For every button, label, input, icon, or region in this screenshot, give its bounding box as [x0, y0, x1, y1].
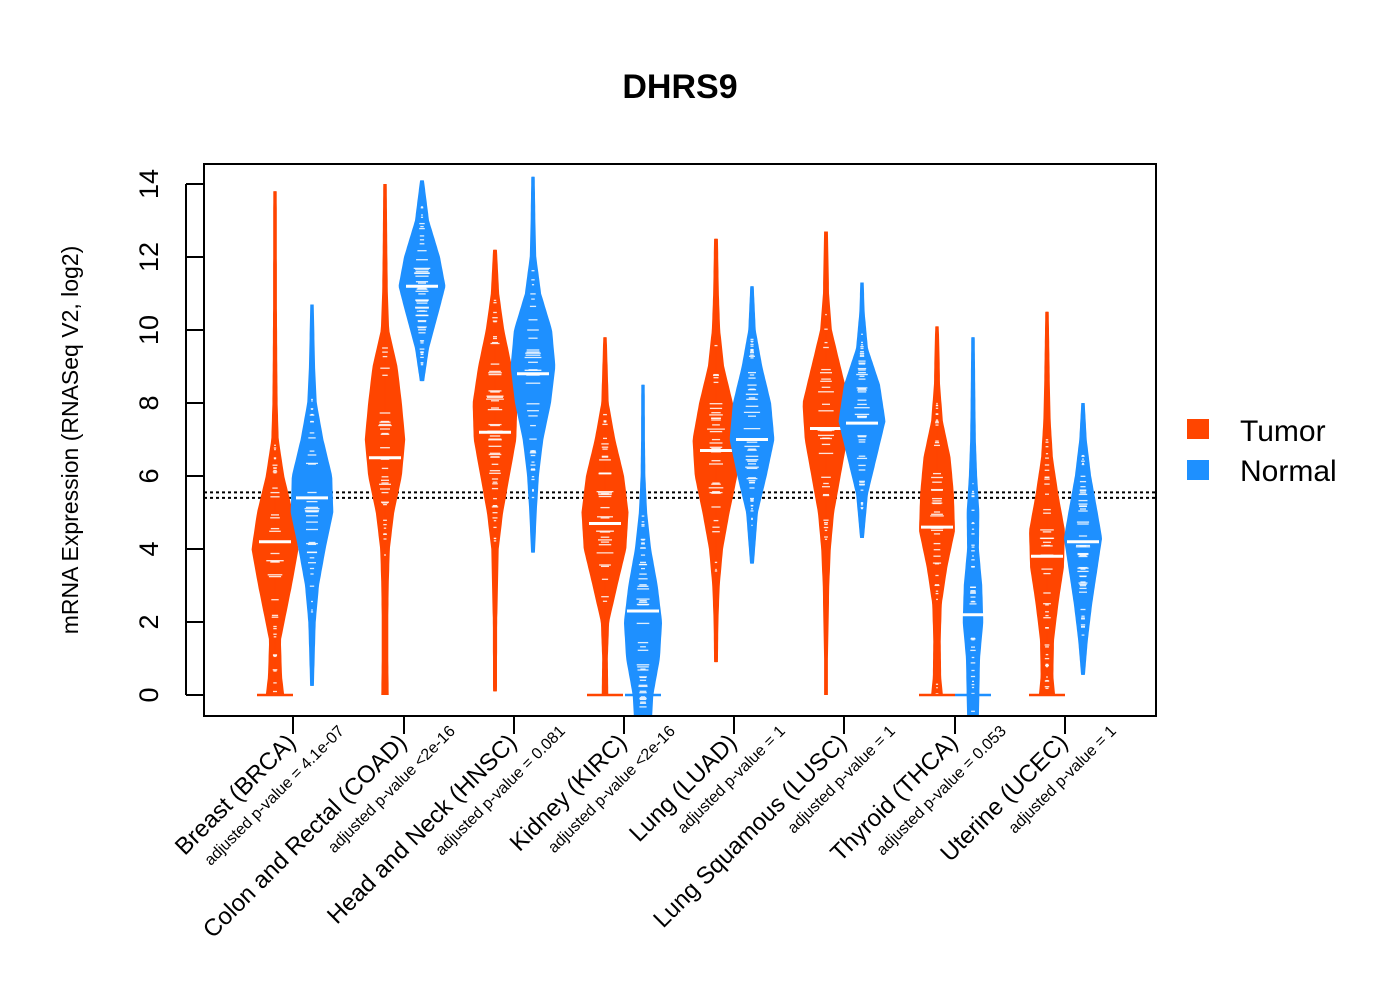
violin-normal-4	[729, 286, 775, 564]
y-tick-label: 12	[134, 242, 164, 272]
y-tick-label: 10	[134, 315, 164, 345]
y-tick-label: 8	[134, 395, 164, 410]
violin-tumor-1	[364, 184, 406, 695]
y-tick-label: 6	[134, 468, 164, 483]
violin-normal-6	[955, 337, 991, 716]
plot-frame	[203, 163, 1157, 717]
y-tick-label: 14	[134, 169, 164, 199]
legend-swatch-tumor	[1187, 419, 1209, 439]
legend-label-tumor: Tumor	[1240, 415, 1326, 448]
plot-area	[204, 176, 1156, 716]
legend-label-normal: Normal	[1240, 455, 1337, 488]
violin-tumor-3	[581, 337, 629, 697]
y-tick-label: 2	[134, 614, 164, 629]
violin-tumor-6	[919, 326, 955, 697]
chart-title: DHRS9	[622, 68, 737, 106]
legend-swatch-normal	[1187, 460, 1209, 480]
violin-tumor-2	[472, 249, 518, 692]
violin-tumor-7	[1029, 311, 1065, 697]
violin-normal-0	[290, 304, 334, 686]
violin-normal-2	[510, 176, 556, 553]
violin-normal-7	[1064, 403, 1102, 675]
y-tick-label: 0	[134, 687, 164, 702]
violin-normal-3	[624, 384, 662, 716]
violin-normal-5	[838, 282, 886, 539]
y-tick-label: 4	[134, 541, 164, 556]
violin-normal-1	[398, 180, 446, 382]
legend: Tumor Normal	[1187, 415, 1337, 488]
violin-tumor-0	[251, 191, 299, 697]
violin-tumor-4	[692, 238, 740, 663]
x-axis: Breast (BRCA)adjusted p-value = 4.1e-07C…	[170, 715, 1120, 943]
violin-tumor-5	[802, 231, 850, 695]
y-axis-label: mRNA Expression (RNASeq V2, log2)	[57, 246, 83, 635]
y-axis: 0 2 4 6 8 10 12 14	[134, 169, 204, 703]
